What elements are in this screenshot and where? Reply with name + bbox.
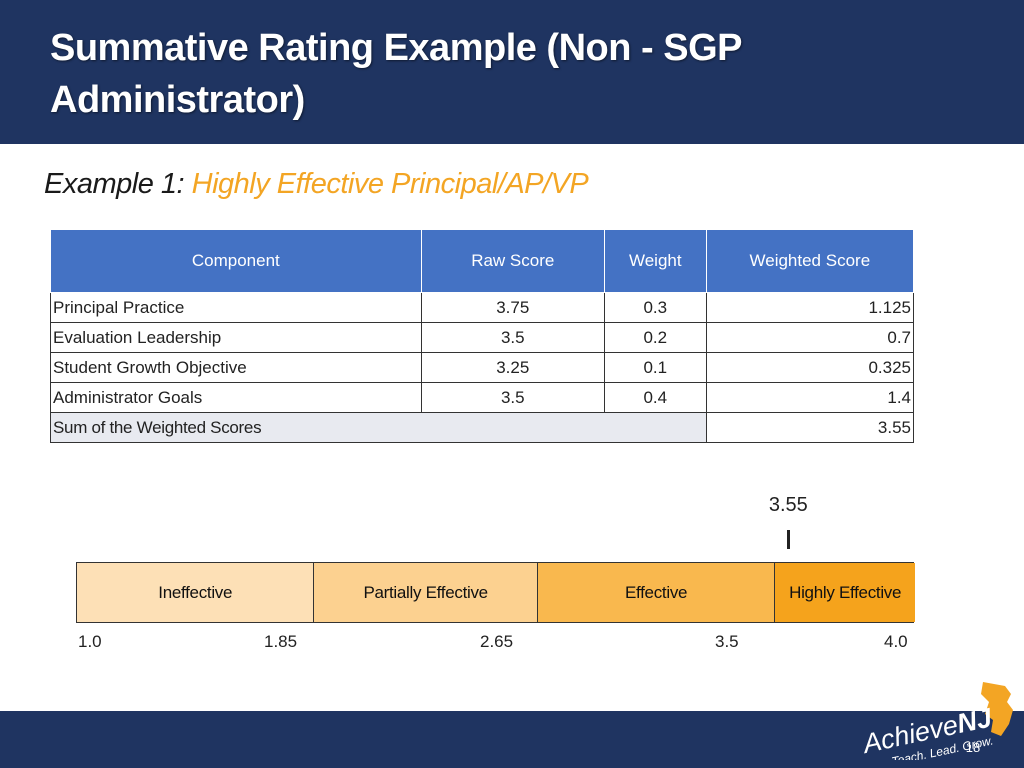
- table-header-row: Component Raw Score Weight Weighted Scor…: [50, 229, 915, 293]
- raw-score-cell: 3.5: [420, 382, 605, 413]
- header-component: Component: [50, 229, 422, 293]
- weighted-score-cell: 0.325: [705, 352, 915, 383]
- footer-bar: [0, 711, 1024, 768]
- weighted-score-cell: 0.7: [705, 322, 915, 353]
- header-weight: Weight: [603, 229, 707, 293]
- nj-state-shape-icon: [981, 682, 1013, 736]
- rating-scale: Ineffective Partially Effective Effectiv…: [76, 562, 915, 623]
- component-cell: Student Growth Objective: [50, 352, 422, 383]
- band-label: Ineffective: [158, 582, 233, 602]
- component-cell: Principal Practice: [50, 292, 422, 323]
- table-row: Administrator Goals 3.5 0.4 1.4: [50, 382, 915, 413]
- weight-cell: 0.1: [603, 352, 707, 383]
- header-raw-score: Raw Score: [420, 229, 605, 293]
- weight-cell: 0.2: [603, 322, 707, 353]
- scale-tick-label: 1.85: [264, 632, 298, 651]
- band-label: Partially Effective: [363, 582, 488, 602]
- band-highly-effective: Highly Effective: [775, 563, 915, 622]
- band-label: Highly Effective: [789, 582, 902, 602]
- page-number: 18: [965, 740, 981, 755]
- table-row: Principal Practice 3.75 0.3 1.125: [50, 292, 915, 323]
- example-number: Example 1:: [44, 168, 185, 200]
- slide-title: Summative Rating Example (Non - SGP Admi…: [50, 27, 742, 121]
- sum-value: 3.55: [705, 412, 915, 443]
- example-heading: Example 1: Highly Effective Principal/AP…: [44, 168, 589, 201]
- raw-score-cell: 3.25: [420, 352, 605, 383]
- table-row: Student Growth Objective 3.25 0.1 0.325: [50, 352, 915, 383]
- band-ineffective: Ineffective: [77, 563, 315, 622]
- weighted-score-table: Component Raw Score Weight Weighted Scor…: [50, 229, 915, 443]
- sum-label: Sum of the Weighted Scores: [50, 412, 707, 443]
- weighted-score-cell: 1.4: [705, 382, 915, 413]
- band-label: Effective: [624, 582, 688, 602]
- component-cell: Evaluation Leadership: [50, 322, 422, 353]
- logo-brand-suffix: NJ: [954, 702, 995, 739]
- weighted-score-cell: 1.125: [705, 292, 915, 323]
- score-marker-label: 3.55: [768, 494, 808, 516]
- band-partially-effective: Partially Effective: [314, 563, 538, 622]
- header-weighted-score: Weighted Score: [705, 229, 915, 293]
- achievenj-logo: AchieveNJ Teach. Lead. Grow.: [858, 682, 1013, 760]
- raw-score-cell: 3.5: [420, 322, 605, 353]
- scale-tick-label: 1.0: [78, 632, 102, 651]
- scale-tick-label: 2.65: [480, 632, 514, 651]
- score-marker-line: [786, 530, 790, 549]
- weight-cell: 0.3: [603, 292, 707, 323]
- component-cell: Administrator Goals: [50, 382, 422, 413]
- sum-row: Sum of the Weighted Scores 3.55: [50, 412, 915, 443]
- example-role: Highly Effective Principal/AP/VP: [191, 168, 589, 200]
- scale-tick-label: 3.5: [715, 632, 739, 651]
- table-row: Evaluation Leadership 3.5 0.2 0.7: [50, 322, 915, 353]
- scale-tick-label: 4.0: [884, 632, 908, 651]
- band-effective: Effective: [537, 563, 776, 622]
- raw-score-cell: 3.75: [420, 292, 605, 323]
- weight-cell: 0.4: [603, 382, 707, 413]
- title-bar: Summative Rating Example (Non - SGP Admi…: [0, 0, 1024, 144]
